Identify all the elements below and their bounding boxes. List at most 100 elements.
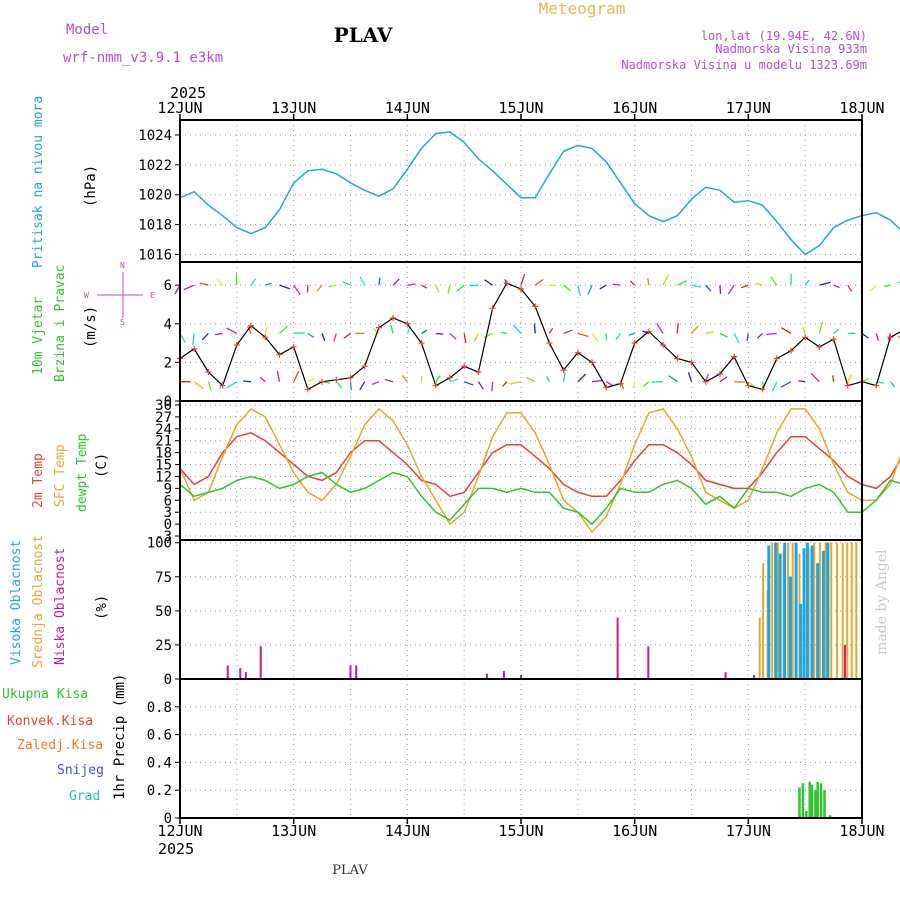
wind-barb [642, 381, 650, 387]
wind-speed-point [262, 334, 269, 341]
wind-barb [705, 331, 714, 335]
y-tick-label: 24 [155, 422, 172, 438]
wind-barb [563, 284, 572, 292]
wind-barb [546, 376, 550, 382]
wind-barb [733, 333, 740, 344]
station-title: PLAV [334, 23, 393, 47]
wind-speed-point [233, 342, 240, 349]
model-elevation-label: Nadmorska Visina u modelu 1323.69m [621, 58, 867, 72]
pressure-unit: (hPa) [83, 165, 99, 207]
wind-barb [780, 381, 792, 388]
wind-barb [247, 326, 252, 334]
wind-barb [201, 332, 209, 341]
year-bottom: 2025 [158, 840, 194, 858]
wind-speed-point [802, 334, 809, 341]
wind-barb [740, 284, 749, 289]
x-day-label-bottom: 13JUN [271, 822, 316, 840]
wind-barb [199, 282, 209, 286]
wind-barb [316, 284, 323, 292]
wind-barb [279, 325, 289, 334]
wind-barb [250, 278, 257, 286]
wind-speed-point [461, 363, 468, 370]
wind-speed-point [446, 374, 453, 381]
y-tick-label: 6 [164, 278, 172, 294]
x-day-label-top: 15JUN [498, 99, 543, 117]
wind-barb [898, 335, 900, 339]
wind-barb [265, 282, 272, 286]
y-tick-label: 2 [164, 355, 172, 371]
y-tick-label: 25 [155, 638, 172, 654]
wind-barb [484, 279, 493, 286]
wind-barb [279, 284, 290, 290]
wind-barb [421, 284, 428, 289]
y-tick-label: 12 [155, 469, 172, 485]
wind-barb [378, 277, 381, 286]
wind-barb [343, 332, 351, 339]
y-tick-label: 75 [155, 570, 172, 586]
wind-barb [756, 332, 763, 339]
wind-barb [335, 381, 343, 389]
wind-barb [520, 273, 526, 286]
credit: made by Angel [874, 549, 890, 655]
wind-barb [798, 380, 806, 383]
wind-barb [861, 332, 869, 339]
year-top: 2025 [170, 84, 206, 102]
y-tick-label: 3 [164, 505, 172, 521]
grid-lines [180, 120, 862, 819]
wind-speed-point [731, 353, 738, 360]
wind-speed-point [432, 382, 439, 389]
wind-barb [372, 328, 380, 334]
wind-barb [615, 333, 621, 341]
wind-barb [217, 278, 224, 286]
wind-speed-point [191, 345, 198, 352]
wind-barb [875, 333, 880, 341]
wind-barb [447, 285, 451, 294]
wind-barb [307, 332, 315, 338]
wind-speed-point [589, 359, 596, 366]
wind-speed-point [319, 378, 326, 385]
wind-speed-point [759, 386, 766, 393]
wind-speed-point [518, 286, 524, 293]
wind-barb [691, 325, 699, 334]
wind-barb [889, 381, 896, 388]
wind-speed-point [816, 343, 823, 350]
wind-barb [676, 323, 679, 334]
wind-speed-point [503, 280, 510, 287]
pressure-side-labels: Pritisak na nivou mora (hPa) [31, 96, 99, 268]
wind-barb [766, 332, 777, 336]
wind-speed-point [603, 384, 610, 391]
wind-speed-point [418, 340, 425, 347]
wind-barb [562, 372, 566, 382]
pressure-title: Pritisak na nivou mora [31, 96, 46, 268]
wind-barb [293, 371, 300, 382]
wind-side-labels: 10m Vjetar Brzina i Pravac (m/s) W E N S [31, 261, 155, 382]
wind-speed-point [617, 380, 624, 387]
legend-total-rain: Ukupna Kisa [2, 687, 88, 702]
wind-barb [463, 381, 474, 386]
wind-barb [719, 332, 729, 338]
wind-barb [577, 285, 582, 296]
wind-speed-point [532, 303, 539, 310]
lonlat-label: lon,lat (19.94E, 42.6N) [701, 29, 867, 43]
wind-barb [293, 331, 306, 335]
legend-conv-rain: Konvek.Kisa [7, 714, 93, 729]
wind-barb [226, 381, 238, 389]
wind-barb [770, 276, 778, 286]
x-day-label-top: 18JUN [839, 99, 884, 117]
wind-barb [293, 284, 301, 296]
y-tick-label: -3 [155, 529, 172, 545]
wind-speed-point [375, 324, 382, 331]
elevation-label: Nadmorska Visina 933m [715, 42, 867, 56]
wind-barb [215, 332, 223, 336]
y-tick-label: 100 [147, 536, 172, 552]
wind-barb [371, 381, 380, 386]
wind-barb [810, 373, 820, 383]
sfc-temp-line [179, 407, 900, 534]
wind-barb [307, 377, 315, 383]
wind-barb [577, 332, 589, 338]
wind-barb [359, 381, 366, 391]
x-day-label-top: 16JUN [612, 99, 657, 117]
wind-barb [534, 278, 544, 286]
wind-barb [456, 284, 465, 292]
y-tick-label: 1020 [138, 188, 172, 204]
